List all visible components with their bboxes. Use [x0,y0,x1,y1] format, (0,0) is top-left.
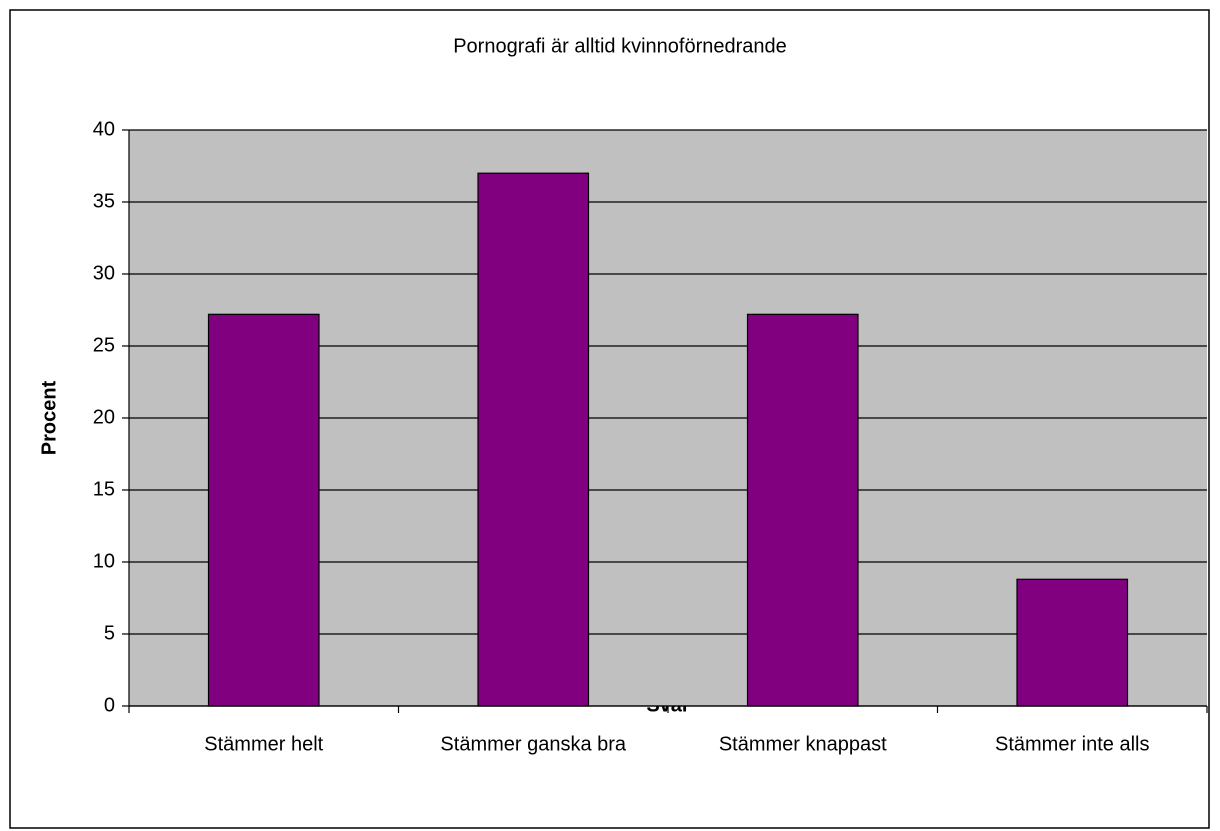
y-tick-label: 35 [93,190,115,212]
bar [1016,578,1129,707]
x-tick-label: Stämmer inte alls [995,733,1150,755]
chart-title: Pornografi är alltid kvinnoförnedrande [453,35,787,57]
y-tick-label: 5 [104,622,115,644]
bar [746,313,859,707]
x-tick-label: Stämmer ganska bra [440,733,627,755]
y-tick-label: 25 [93,334,115,356]
bar [207,313,320,707]
bar [477,172,590,707]
y-tick-label: 10 [93,550,115,572]
x-tick-label: Stämmer helt [204,733,323,755]
y-tick-label: 30 [93,262,115,284]
y-tick-label: 0 [104,694,115,716]
y-axis-label: Procent [38,380,60,455]
x-tick-label: Stämmer knappast [719,733,887,755]
y-tick-label: 15 [93,478,115,500]
y-tick-label: 40 [93,118,115,140]
y-tick-label: 20 [93,406,115,428]
